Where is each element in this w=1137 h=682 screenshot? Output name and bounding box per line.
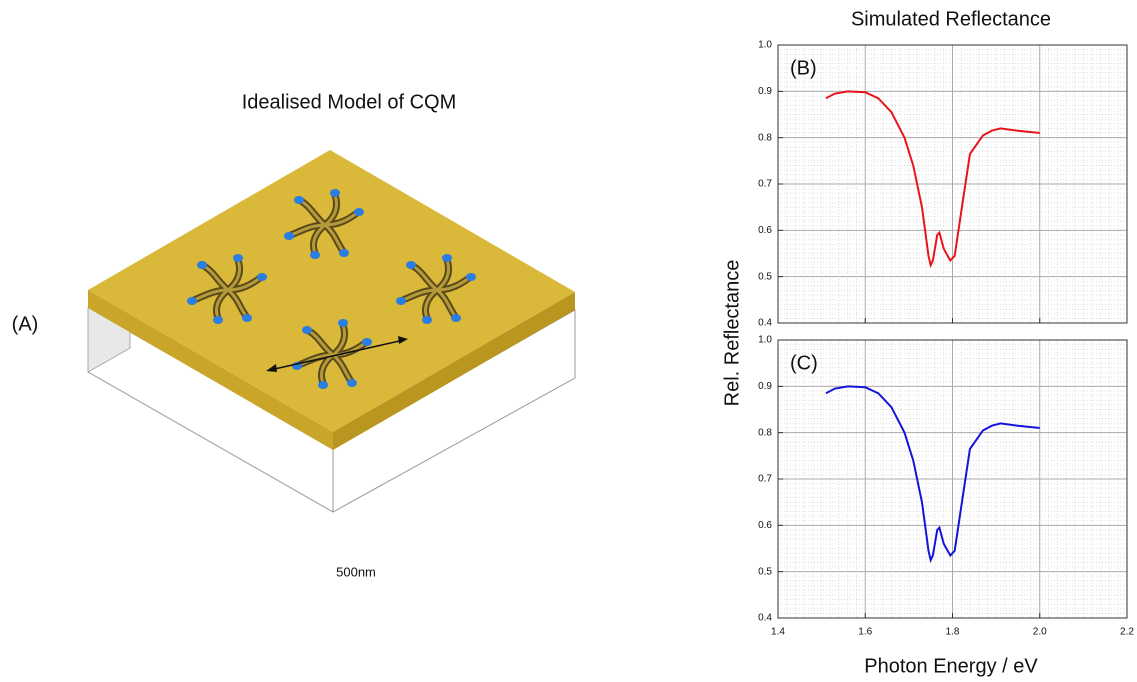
x-tick-label: 1.6 bbox=[858, 627, 872, 638]
y-tick-label: 0.5 bbox=[758, 271, 772, 282]
y-tick-label: 0.7 bbox=[758, 179, 772, 190]
y-tick-label: 0.8 bbox=[758, 427, 772, 438]
figure: Idealised Model of CQM (A) 500nm Simulat… bbox=[0, 0, 1137, 682]
y-tick-label: 0.6 bbox=[758, 225, 772, 236]
chart-title: Simulated Reflectance bbox=[851, 8, 1051, 30]
panel-label: (C) bbox=[790, 352, 818, 374]
y-tick-label: 0.5 bbox=[758, 566, 772, 577]
panel-label: (B) bbox=[790, 57, 817, 79]
x-tick-label: 1.4 bbox=[771, 627, 785, 638]
y-tick-label: 0.9 bbox=[758, 86, 772, 97]
y-tick-label: 0.4 bbox=[758, 318, 772, 329]
y-tick-label: 0.8 bbox=[758, 132, 772, 143]
x-axis-label: Photon Energy / eV bbox=[864, 655, 1038, 677]
data-line bbox=[826, 386, 1040, 560]
y-tick-label: 0.7 bbox=[758, 474, 772, 485]
model-diagram bbox=[88, 150, 575, 512]
x-tick-label: 2.2 bbox=[1120, 627, 1134, 638]
y-tick-label: 0.9 bbox=[758, 381, 772, 392]
data-line bbox=[826, 91, 1040, 265]
y-tick-label: 0.4 bbox=[758, 613, 772, 624]
panel-label: (A) bbox=[12, 313, 39, 335]
scale-label: 500nm bbox=[336, 564, 376, 579]
y-axis-label: Rel. Reflectance bbox=[721, 260, 743, 407]
model-title: Idealised Model of CQM bbox=[242, 91, 457, 113]
x-tick-label: 2.0 bbox=[1033, 627, 1047, 638]
y-tick-label: 1.0 bbox=[758, 335, 772, 346]
x-tick-label: 1.8 bbox=[946, 627, 960, 638]
y-tick-label: 1.0 bbox=[758, 40, 772, 51]
y-tick-label: 0.6 bbox=[758, 520, 772, 531]
